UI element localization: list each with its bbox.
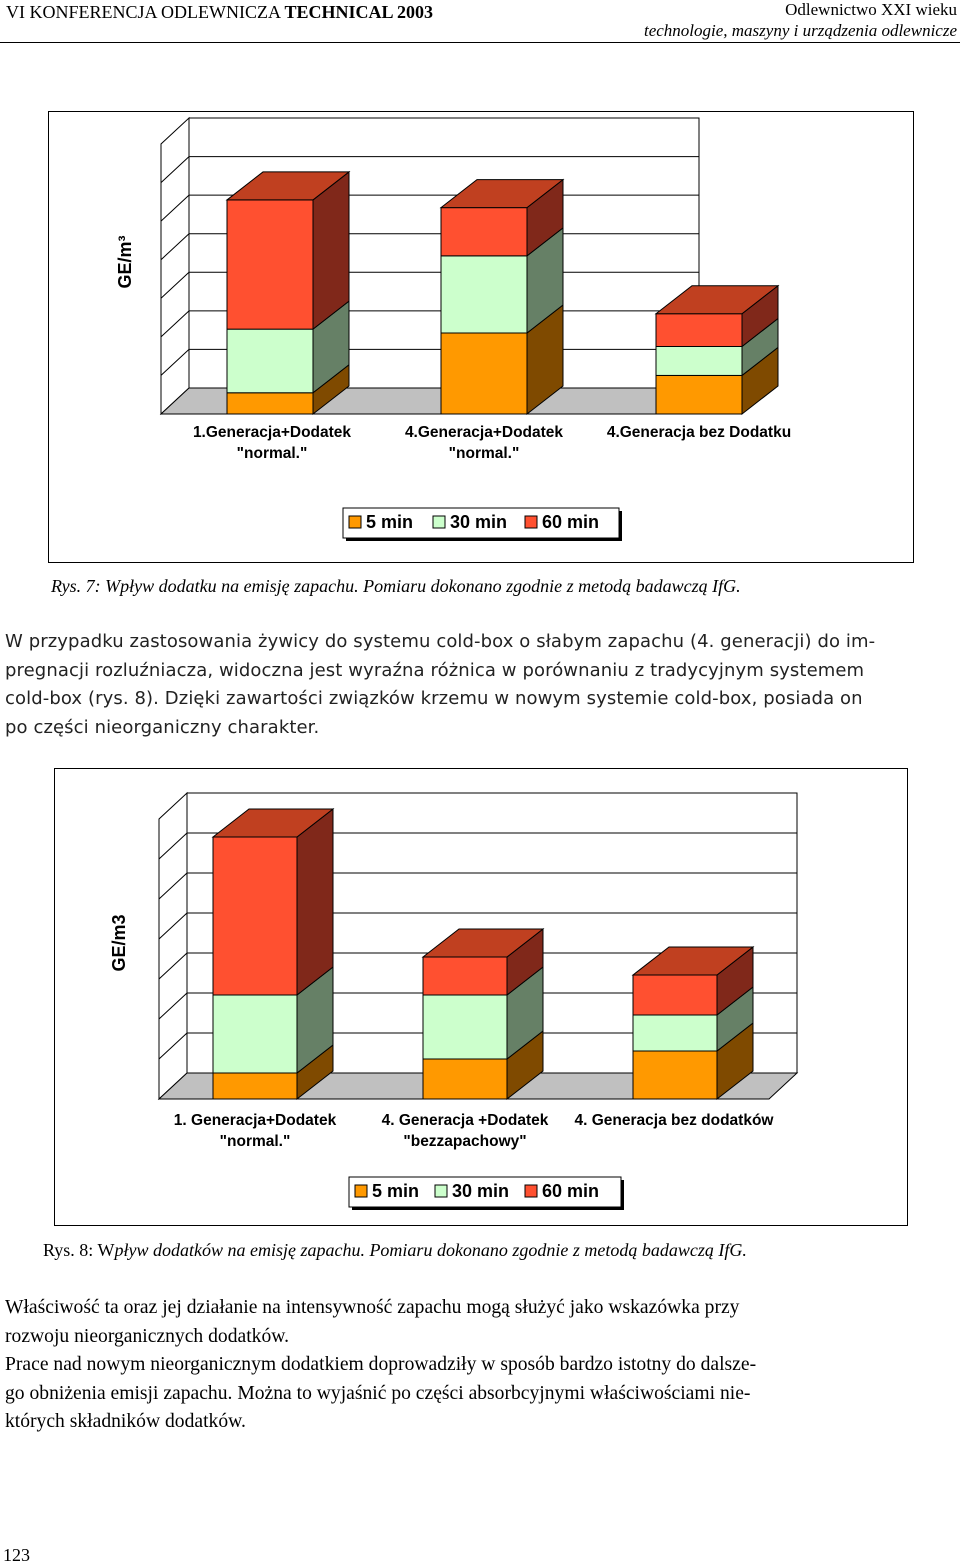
category-label: 1.Generacja+Dodatek [193,424,351,441]
bar-segment-front [632,1014,718,1052]
page-header: VI KONFERENCJA ODLEWNICZA TECHNICAL 2003… [0,0,960,43]
legend-swatch [354,1184,368,1198]
bar-segment-front [440,207,528,257]
gridline [158,912,797,940]
bar-segment-front [655,313,743,347]
paragraph-2-line: Właściwość ta oraz jej działanie na inte… [5,1297,740,1318]
legend-swatch [434,1184,448,1198]
paragraph-1-line: cold-box (rys. 8). Dzięki zawartości zwi… [5,688,863,709]
category-label: 4.Generacja+Dodatek [405,424,563,441]
legend-label: 60 min [542,512,599,532]
gridline [158,832,797,860]
category-label: 4. Generacja bez dodatków [575,1112,775,1129]
paragraph-2: Właściwość ta oraz jej działanie na inte… [5,1294,953,1351]
journal-subtitle: technologie, maszyny i urządzenia odlewn… [643,21,957,40]
bar-segment-front [422,1058,508,1100]
bar-segment-front [226,392,314,415]
bar-segment-front [632,974,718,1016]
bar-segment-side [296,807,334,997]
bar-segment-front [422,956,508,996]
category-label: 4. Generacja +Dodatek [382,1112,549,1129]
bar-top [631,946,755,976]
bar-top [654,285,780,315]
chart-8: 1. Generacja+Dodatek "normal." 4. Generacj… [109,791,799,1210]
paragraph-1: W przypadku zastosowania żywicy do syste… [5,628,953,742]
legend-swatch [432,515,446,529]
legend-label: 60 min [542,1181,599,1201]
category-label: "normal." [449,445,520,462]
side-wall [160,116,190,416]
gridline [158,872,797,900]
category-label: "normal." [220,1133,291,1150]
y-axis-label: GE/m³ [115,235,135,288]
bar-segment-front [440,332,528,415]
legend-box [342,507,620,539]
gridline [158,992,797,1020]
figure-8-caption: Rys. 8: Wpływ dodatków na emisję zapachu… [43,1240,747,1261]
side-wall [158,791,188,1101]
bar-segment-front [226,199,314,330]
legend-label: 30 min [452,1181,509,1201]
category-label: "bezzapachowy" [403,1133,526,1150]
paragraph-1-line: W przypadku zastosowania żywicy do syste… [5,631,876,652]
paragraph-3: Prace nad nowym nieorganicznym dodatkiem… [5,1351,953,1437]
bar-segment-front [212,994,298,1074]
bar-top [211,808,335,838]
bar-segment-front [655,374,743,415]
paragraph-2-line: rozwoju nieorganicznych dodatków. [5,1325,290,1347]
conference-prefix: VI KONFERENCJA ODLEWNICZA [6,2,285,22]
figure-8-caption-prefix: Rys. 8: W [43,1240,115,1260]
legend-label: 5 min [372,1181,419,1201]
bar-segment-front [655,346,743,376]
bar-segment-front [226,328,314,394]
category-label: 4.Generacja bez Dodatku [607,424,791,441]
gridline [158,952,797,980]
bar-segment-front [632,1050,718,1100]
legend-box [348,1176,622,1208]
paragraph-1-line: pregnacji rozluźniacza, widoczna jest wy… [5,659,865,681]
gridline [160,156,699,183]
figure-7: 1.Generacja+Dodatek "normal." 4.Generacja+… [48,111,914,563]
figure-7-caption: Rys. 7: Wpływ dodatku na emisję zapachu.… [51,576,741,596]
legend-label: 5 min [366,512,413,532]
legend-swatch [524,515,538,529]
bar-top [225,171,351,201]
bar-segment-front [212,1072,298,1100]
y-axis-label: GE/m3 [109,914,129,971]
bar-top [421,928,545,958]
figure-8: 1. Generacja+Dodatek "normal." 4. Generacj… [54,768,908,1226]
bar-segment-front [212,836,298,996]
journal-title: Odlewnictwo XXI wieku [785,0,957,19]
paragraph-3-line: Prace nad nowym nieorganicznym dodatkiem… [5,1354,757,1375]
paragraph-1-line: po części nieorganiczny charakter. [5,716,320,738]
gridline [158,1032,797,1060]
bar-segment-front [440,255,528,334]
figure-8-caption-rest: pływ dodatków na emisję zapachu. Pomiaru… [114,1240,747,1260]
conference-bold: TECHNICAL 2003 [284,2,434,22]
bar-segment-front [422,994,508,1060]
paragraph-3-line: go obniżenia emisji zapachu. Można to wy… [5,1382,751,1404]
legend-swatch [348,515,362,529]
legend-label: 30 min [450,512,507,532]
category-label: 1. Generacja+Dodatek [174,1112,337,1129]
conference-title: VI KONFERENCJA ODLEWNICZA TECHNICAL 2003 [6,2,433,23]
chart-7: 1.Generacja+Dodatek "normal." 4.Generacja+… [115,116,791,541]
page-number: 123 [3,1545,30,1565]
category-label: "normal." [237,445,308,462]
paragraph-3-line: których składników dodatków. [5,1411,246,1432]
legend-swatch [524,1184,538,1198]
bar-top [439,179,565,209]
